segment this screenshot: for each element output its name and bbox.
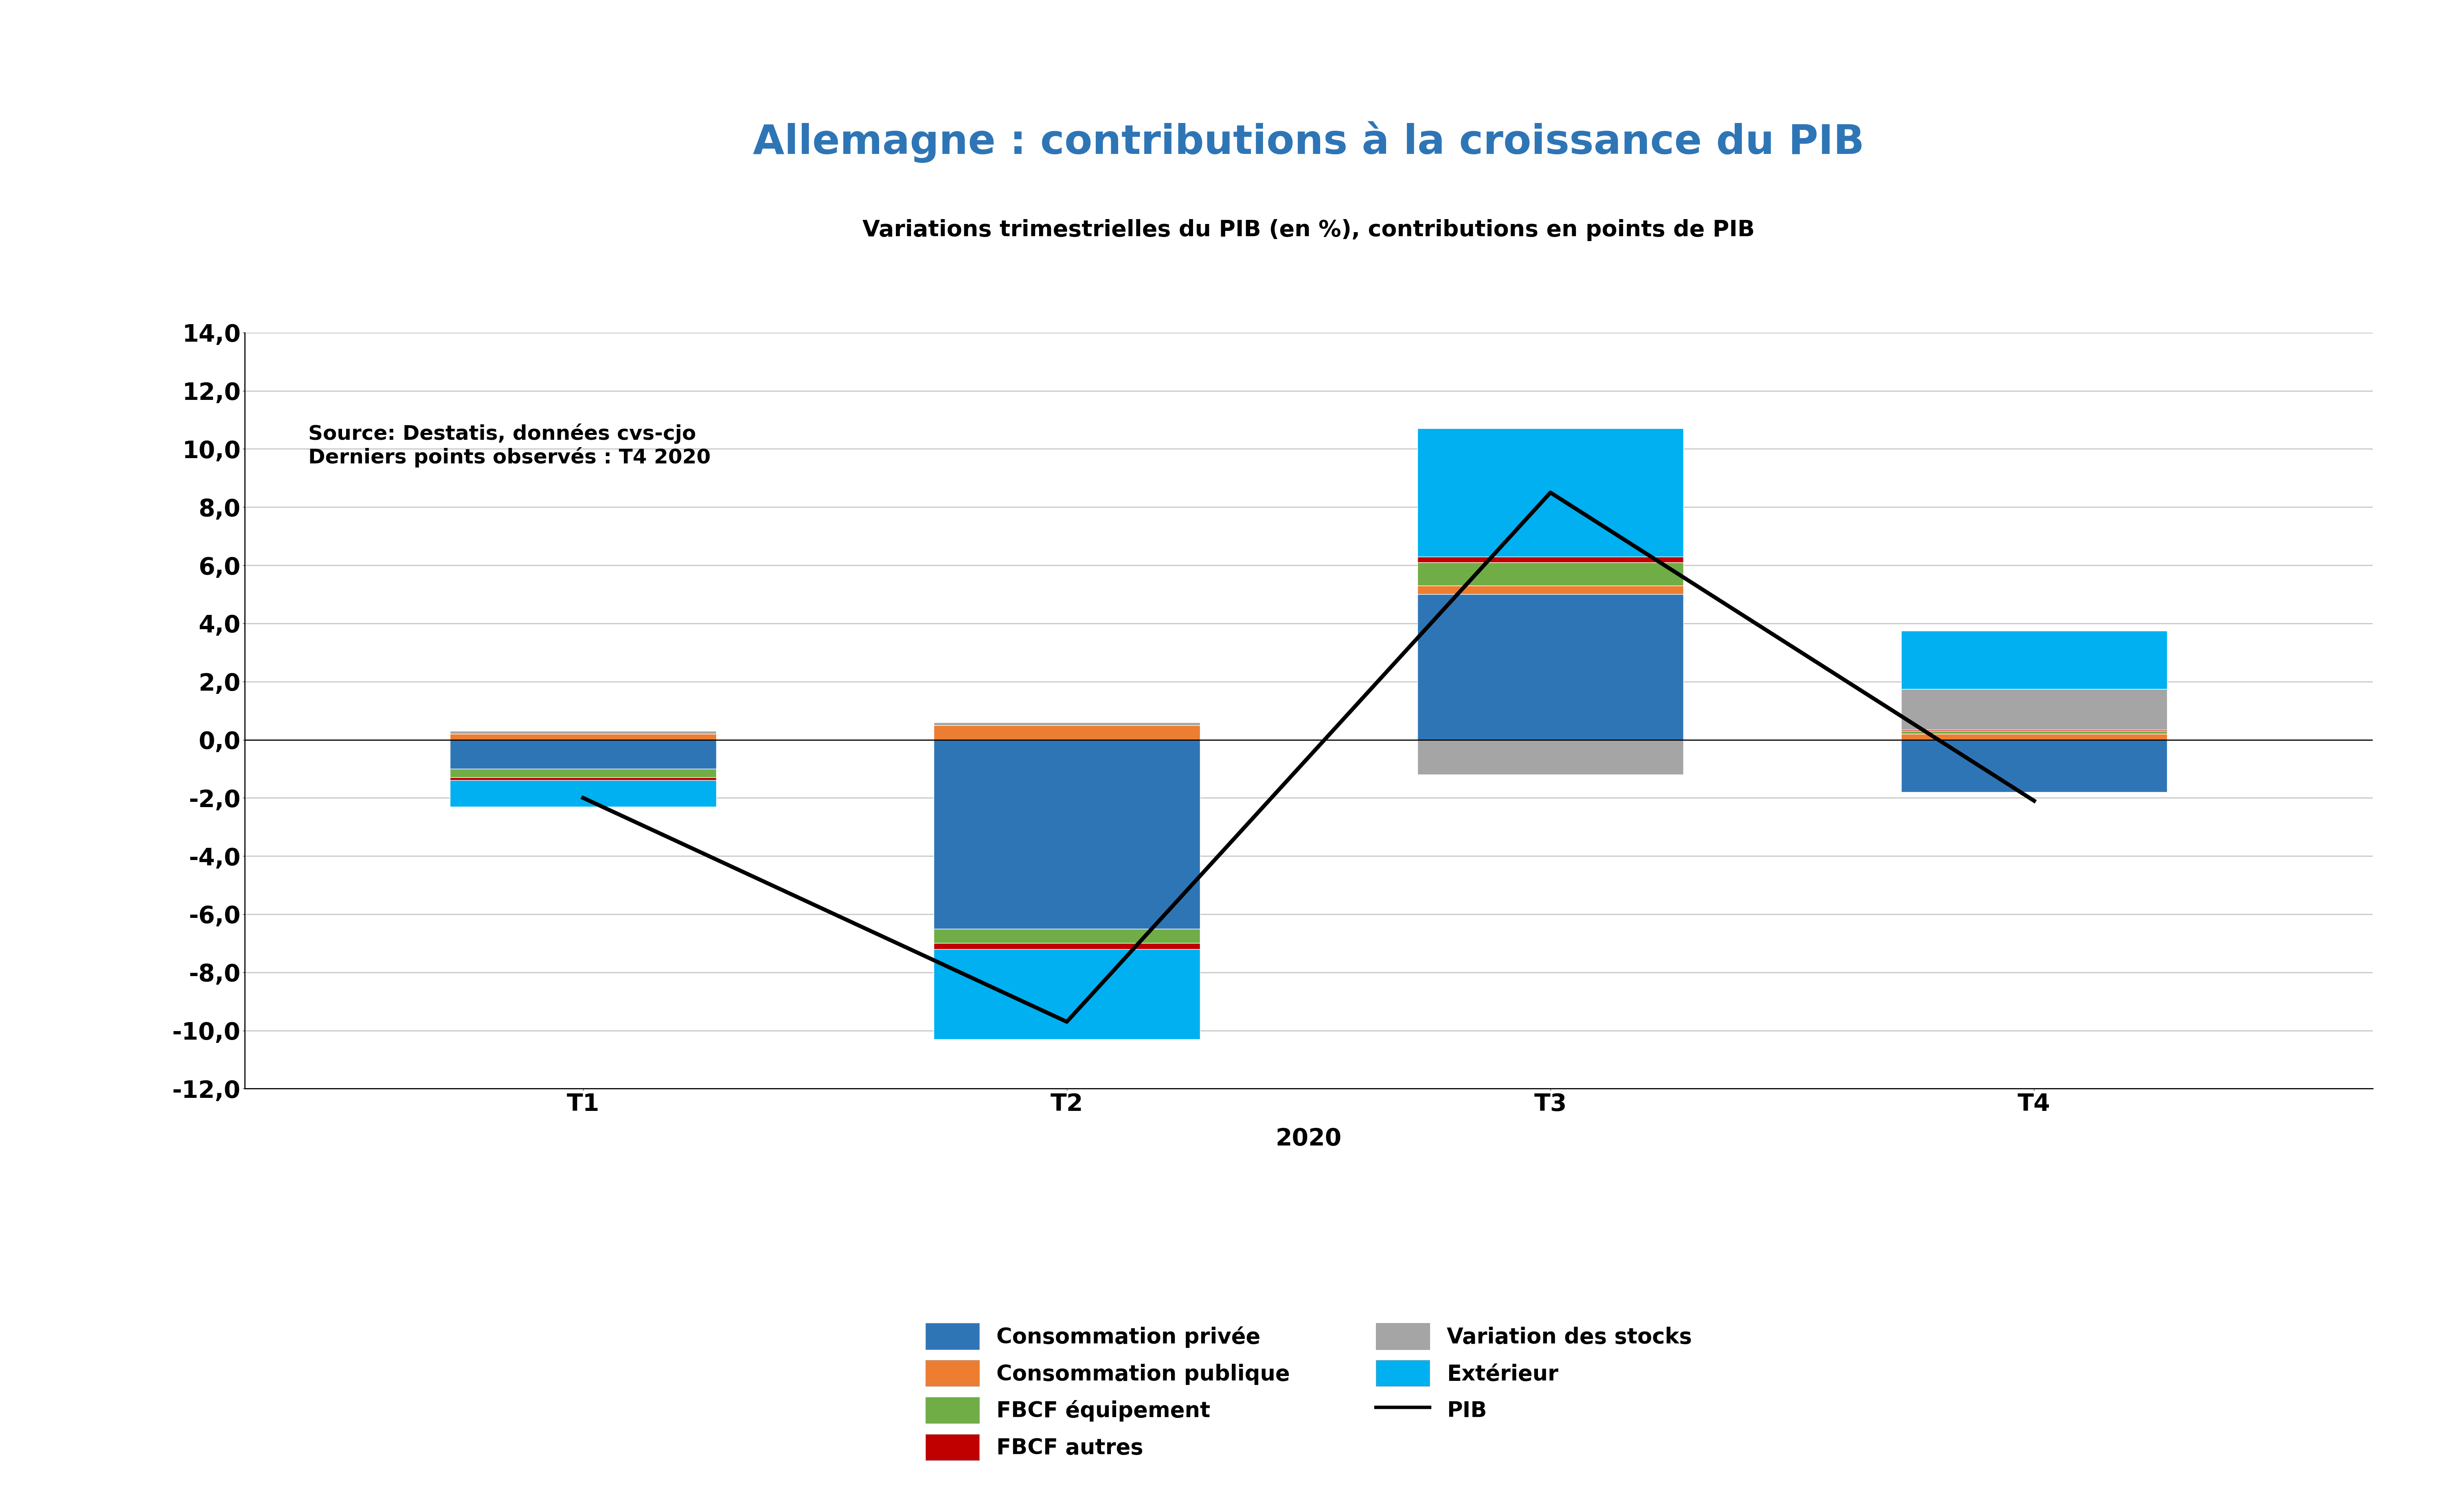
Bar <box>1901 730 2167 733</box>
Bar <box>450 733 717 739</box>
Bar <box>1416 556 1683 562</box>
Bar <box>1416 562 1683 585</box>
Bar <box>450 768 717 777</box>
Bar <box>450 777 717 780</box>
Text: Variations trimestrielles du PIB (en %), contributions en points de PIB: Variations trimestrielles du PIB (en %),… <box>863 219 1754 242</box>
Bar <box>1901 631 2167 689</box>
Legend: Consommation privée, Consommation publique, FBCF équipement, FBCF autres, Variat: Consommation privée, Consommation publiq… <box>915 1312 1702 1471</box>
Text: Allemagne : contributions à la croissance du PIB: Allemagne : contributions à la croissanc… <box>753 121 1864 163</box>
Bar <box>934 739 1201 928</box>
Bar <box>450 730 717 733</box>
Bar <box>934 950 1201 1039</box>
Bar <box>450 739 717 768</box>
Bar <box>1416 585 1683 594</box>
Text: Source: Destatis, données cvs-cjo
Derniers points observés : T4 2020: Source: Destatis, données cvs-cjo Dernie… <box>308 423 712 467</box>
Bar <box>1416 594 1683 739</box>
Bar <box>1901 733 2167 739</box>
Bar <box>934 943 1201 950</box>
Bar <box>1416 739 1683 774</box>
Bar <box>1901 739 2167 792</box>
Bar <box>450 780 717 806</box>
Bar <box>934 928 1201 943</box>
Bar <box>934 723 1201 726</box>
Bar <box>934 726 1201 739</box>
Bar <box>1416 428 1683 556</box>
Bar <box>1901 689 2167 729</box>
X-axis label: 2020: 2020 <box>1274 1126 1343 1151</box>
